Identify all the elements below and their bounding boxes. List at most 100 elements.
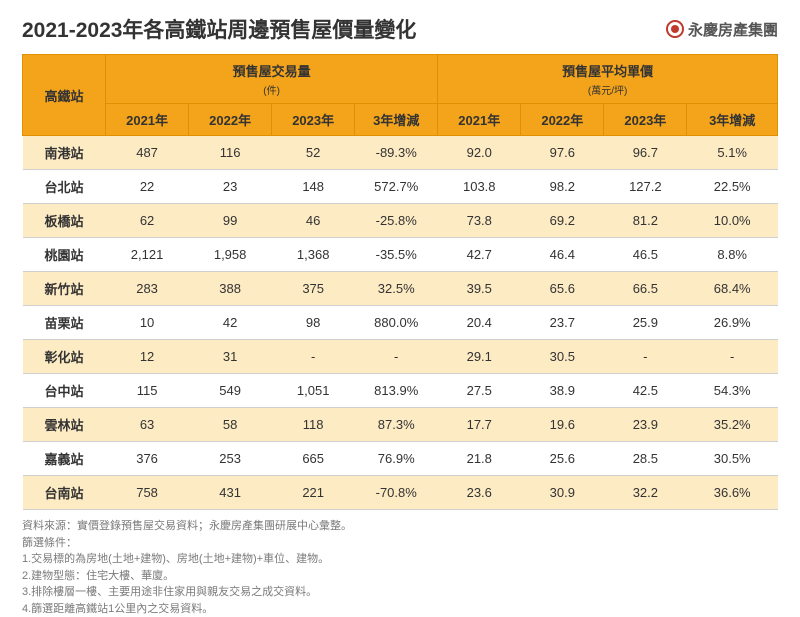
cell-v2022: 253 (189, 442, 272, 476)
cell-p2022: 97.6 (521, 136, 604, 170)
cell-v2021: 10 (106, 306, 189, 340)
col-p2021: 2021年 (438, 104, 521, 136)
cell-p2023: 42.5 (604, 374, 687, 408)
header-row: 2021-2023年各高鐵站周邊預售屋價量變化 永慶房產集團 (22, 14, 778, 44)
cell-p2023: - (604, 340, 687, 374)
cell-v2023: 221 (272, 476, 355, 510)
table-body: 南港站48711652-89.3%92.097.696.75.1%台北站2223… (23, 136, 778, 510)
cell-v2021: 22 (106, 170, 189, 204)
cell-v2023: 52 (272, 136, 355, 170)
cell-pchg: 68.4% (687, 272, 778, 306)
cell-v2023: 665 (272, 442, 355, 476)
cell-pchg: 22.5% (687, 170, 778, 204)
cell-vchg: -25.8% (355, 204, 438, 238)
cell-v2021: 63 (106, 408, 189, 442)
cell-p2021: 103.8 (438, 170, 521, 204)
page-title: 2021-2023年各高鐵站周邊預售屋價量變化 (22, 14, 416, 44)
notes-block: 資料來源：實價登錄預售屋交易資料；永慶房產集團研展中心彙整。 篩選條件： 1.交… (22, 518, 778, 617)
cell-station: 桃園站 (23, 238, 106, 272)
cell-v2021: 115 (106, 374, 189, 408)
cell-v2022: 388 (189, 272, 272, 306)
cell-vchg: 87.3% (355, 408, 438, 442)
cell-vchg: 880.0% (355, 306, 438, 340)
cell-p2021: 27.5 (438, 374, 521, 408)
cell-station: 台南站 (23, 476, 106, 510)
col-group-volume: 預售屋交易量 (件) (106, 55, 438, 104)
cell-v2021: 283 (106, 272, 189, 306)
group-price-label: 預售屋平均單價 (562, 64, 653, 79)
table-row: 板橋站629946-25.8%73.869.281.210.0% (23, 204, 778, 238)
cell-p2022: 69.2 (521, 204, 604, 238)
cell-v2022: 58 (189, 408, 272, 442)
col-pchg: 3年增減 (687, 104, 778, 136)
cell-v2023: 118 (272, 408, 355, 442)
brand-badge: 永慶房產集團 (666, 19, 778, 40)
table-row: 台中站1155491,051813.9%27.538.942.554.3% (23, 374, 778, 408)
col-p2023: 2023年 (604, 104, 687, 136)
cell-p2023: 81.2 (604, 204, 687, 238)
cell-v2022: 1,958 (189, 238, 272, 272)
cell-v2023: 148 (272, 170, 355, 204)
cell-pchg: 54.3% (687, 374, 778, 408)
brand-name: 永慶房產集團 (688, 19, 778, 40)
table-row: 雲林站635811887.3%17.719.623.935.2% (23, 408, 778, 442)
cell-p2022: 30.5 (521, 340, 604, 374)
col-vchg: 3年增減 (355, 104, 438, 136)
col-v2021: 2021年 (106, 104, 189, 136)
cell-vchg: -70.8% (355, 476, 438, 510)
cell-v2021: 758 (106, 476, 189, 510)
cell-station: 嘉義站 (23, 442, 106, 476)
cell-v2021: 376 (106, 442, 189, 476)
group-price-unit: (萬元/坪) (442, 82, 773, 97)
cell-station: 南港站 (23, 136, 106, 170)
cell-p2022: 25.6 (521, 442, 604, 476)
cell-p2021: 39.5 (438, 272, 521, 306)
cell-v2022: 23 (189, 170, 272, 204)
group-volume-label: 預售屋交易量 (233, 64, 311, 79)
cell-v2022: 42 (189, 306, 272, 340)
cell-vchg: 76.9% (355, 442, 438, 476)
cell-station: 雲林站 (23, 408, 106, 442)
col-v2023: 2023年 (272, 104, 355, 136)
cell-vchg: - (355, 340, 438, 374)
cell-pchg: 35.2% (687, 408, 778, 442)
group-volume-unit: (件) (110, 82, 433, 97)
note-f4: 4.篩選距離高鐵站1公里內之交易資料。 (22, 601, 778, 617)
cell-p2023: 66.5 (604, 272, 687, 306)
table-row: 新竹站28338837532.5%39.565.666.568.4% (23, 272, 778, 306)
cell-p2023: 32.2 (604, 476, 687, 510)
cell-p2023: 23.9 (604, 408, 687, 442)
cell-station: 苗栗站 (23, 306, 106, 340)
cell-vchg: 572.7% (355, 170, 438, 204)
cell-v2023: 375 (272, 272, 355, 306)
col-v2022: 2022年 (189, 104, 272, 136)
cell-p2021: 17.7 (438, 408, 521, 442)
cell-vchg: 32.5% (355, 272, 438, 306)
cell-vchg: -35.5% (355, 238, 438, 272)
cell-pchg: 36.6% (687, 476, 778, 510)
cell-p2023: 46.5 (604, 238, 687, 272)
cell-station: 台北站 (23, 170, 106, 204)
cell-pchg: 26.9% (687, 306, 778, 340)
cell-vchg: 813.9% (355, 374, 438, 408)
cell-p2022: 98.2 (521, 170, 604, 204)
table-row: 嘉義站37625366576.9%21.825.628.530.5% (23, 442, 778, 476)
note-source: 資料來源：實價登錄預售屋交易資料；永慶房產集團研展中心彙整。 (22, 518, 778, 535)
cell-station: 板橋站 (23, 204, 106, 238)
cell-p2021: 73.8 (438, 204, 521, 238)
table-row: 台南站758431221-70.8%23.630.932.236.6% (23, 476, 778, 510)
cell-v2022: 31 (189, 340, 272, 374)
table-row: 彰化站1231--29.130.5-- (23, 340, 778, 374)
col-station: 高鐵站 (23, 55, 106, 136)
cell-p2022: 65.6 (521, 272, 604, 306)
cell-v2021: 2,121 (106, 238, 189, 272)
cell-vchg: -89.3% (355, 136, 438, 170)
cell-v2021: 62 (106, 204, 189, 238)
cell-p2022: 30.9 (521, 476, 604, 510)
brand-logo-icon (666, 20, 684, 38)
cell-station: 新竹站 (23, 272, 106, 306)
cell-v2022: 431 (189, 476, 272, 510)
cell-station: 台中站 (23, 374, 106, 408)
table-row: 南港站48711652-89.3%92.097.696.75.1% (23, 136, 778, 170)
cell-p2023: 28.5 (604, 442, 687, 476)
